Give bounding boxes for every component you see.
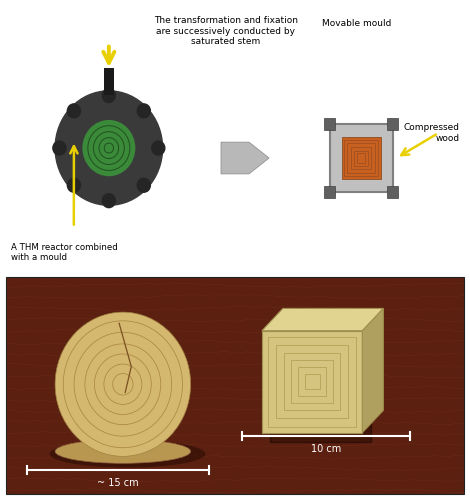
Ellipse shape bbox=[55, 440, 191, 464]
FancyBboxPatch shape bbox=[387, 118, 398, 130]
Polygon shape bbox=[262, 308, 384, 331]
Circle shape bbox=[53, 141, 66, 155]
Circle shape bbox=[67, 178, 80, 192]
Circle shape bbox=[55, 312, 191, 456]
Text: Compressed
wood: Compressed wood bbox=[403, 124, 459, 143]
FancyBboxPatch shape bbox=[329, 124, 393, 192]
Circle shape bbox=[137, 104, 150, 118]
Polygon shape bbox=[362, 308, 384, 432]
Circle shape bbox=[152, 141, 165, 155]
FancyBboxPatch shape bbox=[104, 68, 114, 95]
Polygon shape bbox=[221, 142, 269, 174]
Text: The transformation and fixation
are successively conducted by
saturated stem: The transformation and fixation are succ… bbox=[154, 16, 298, 46]
Text: A THM reactor combined
with a mould: A THM reactor combined with a mould bbox=[11, 242, 118, 262]
Text: Movable mould: Movable mould bbox=[322, 19, 391, 28]
Circle shape bbox=[83, 120, 134, 176]
Circle shape bbox=[55, 91, 163, 205]
Text: 10 cm: 10 cm bbox=[311, 444, 341, 454]
FancyBboxPatch shape bbox=[324, 186, 335, 198]
Circle shape bbox=[137, 178, 150, 192]
Circle shape bbox=[102, 88, 116, 102]
FancyBboxPatch shape bbox=[6, 278, 464, 494]
FancyBboxPatch shape bbox=[1, 2, 469, 285]
FancyBboxPatch shape bbox=[262, 331, 362, 432]
FancyBboxPatch shape bbox=[324, 118, 335, 130]
FancyBboxPatch shape bbox=[342, 137, 381, 179]
FancyBboxPatch shape bbox=[270, 340, 371, 442]
Ellipse shape bbox=[50, 440, 205, 468]
Circle shape bbox=[102, 194, 116, 207]
Text: ~ 15 cm: ~ 15 cm bbox=[97, 478, 139, 488]
Circle shape bbox=[67, 104, 80, 118]
FancyBboxPatch shape bbox=[387, 186, 398, 198]
